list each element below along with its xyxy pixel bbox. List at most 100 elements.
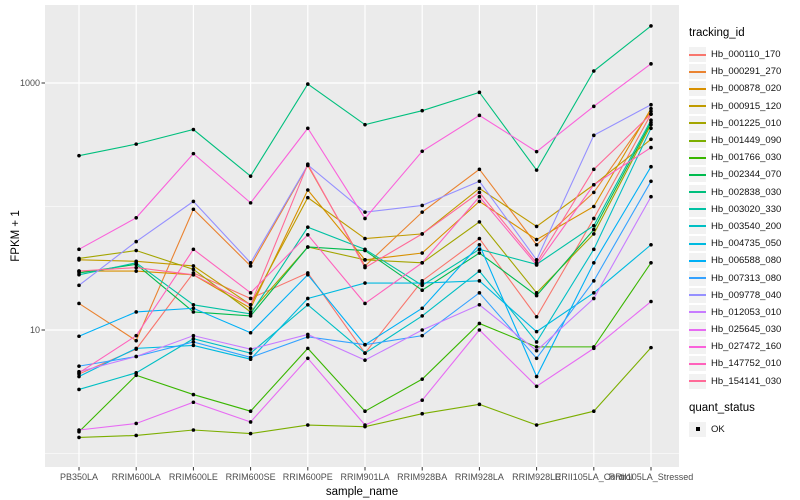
data-point	[248, 409, 253, 414]
data-point	[191, 333, 196, 338]
line-swatch-icon	[689, 47, 706, 63]
line-swatch-icon	[689, 184, 706, 200]
data-point	[134, 216, 138, 220]
data-point	[420, 203, 425, 208]
legend-item-Hb_002344_070: Hb_002344_070	[689, 166, 799, 183]
data-point	[477, 236, 482, 241]
legend-item-Hb_003540_200: Hb_003540_200	[689, 218, 799, 235]
line-swatch-icon	[689, 98, 706, 114]
data-point	[77, 301, 81, 306]
data-point	[592, 223, 596, 228]
legend-item-label: Hb_001449_090	[711, 135, 782, 147]
legend-item-Hb_007313_080: Hb_007313_080	[689, 269, 799, 286]
data-point	[306, 126, 310, 131]
legend-item-Hb_012053_010: Hb_012053_010	[689, 304, 799, 321]
data-point	[77, 374, 81, 379]
x-tick-label: RRIM928BA	[397, 472, 448, 482]
data-point	[649, 194, 653, 199]
data-point	[649, 137, 653, 142]
data-point	[191, 247, 196, 252]
data-point	[534, 423, 539, 427]
legend-item-label: OK	[711, 423, 725, 435]
legend-item-label: Hb_006588_080	[711, 255, 782, 267]
legend-item-Hb_000110_170: Hb_000110_170	[689, 46, 799, 63]
legend-item-label: Hb_003540_200	[711, 220, 782, 232]
legend-item-label: Hb_004735_050	[711, 238, 782, 250]
data-point	[363, 210, 367, 214]
legend-item-Hb_009778_040: Hb_009778_040	[689, 287, 799, 304]
legend-item-label: Hb_002344_070	[711, 169, 782, 181]
minor-gridlines	[45, 206, 679, 454]
data-point	[363, 358, 367, 362]
data-point	[649, 345, 653, 350]
y-axis-title: FPKM + 1	[10, 210, 22, 262]
data-point	[248, 330, 253, 335]
legend-item-Hb_001449_090: Hb_001449_090	[689, 132, 799, 149]
legend-item-label: Hb_147752_010	[711, 358, 782, 370]
data-point	[77, 283, 81, 288]
data-point	[248, 312, 253, 316]
data-point	[77, 387, 81, 392]
data-point	[534, 314, 539, 319]
legend-title-quant-status: quant_status	[689, 401, 755, 414]
data-point	[477, 194, 482, 199]
data-point	[420, 149, 425, 154]
line-swatch-icon	[689, 64, 706, 80]
data-point	[306, 296, 310, 301]
data-point	[77, 334, 81, 339]
data-point	[191, 151, 196, 156]
data-point	[248, 347, 253, 351]
legend-item-Hb_001225_010: Hb_001225_010	[689, 115, 799, 132]
legend-item-label: Hb_007313_080	[711, 272, 782, 284]
point-swatch-icon	[689, 421, 706, 437]
data-point	[77, 256, 81, 261]
data-point	[77, 435, 81, 440]
legend: tracking_id Hb_000110_170 Hb_000291_270 Hb…	[689, 27, 799, 438]
line-swatch-icon	[689, 167, 706, 183]
data-point	[477, 199, 482, 204]
legend-item-label: Hb_027472_160	[711, 341, 782, 353]
data-point	[649, 164, 653, 169]
data-point	[477, 190, 482, 195]
data-point	[649, 106, 653, 111]
data-point	[534, 329, 539, 334]
data-point	[363, 247, 367, 252]
line-swatch-icon	[689, 356, 706, 372]
data-point	[534, 345, 539, 349]
x-tick-label: PB350LA	[59, 472, 99, 482]
data-point	[649, 126, 653, 131]
legend-item-Hb_147752_010: Hb_147752_010	[689, 355, 799, 372]
line-swatch-icon	[689, 115, 706, 131]
data-point	[534, 340, 539, 344]
data-point	[248, 355, 253, 360]
data-point	[363, 342, 367, 347]
data-point	[306, 225, 310, 229]
line-swatch-icon	[689, 304, 706, 320]
data-point	[306, 346, 310, 351]
data-point	[420, 251, 425, 255]
data-point	[248, 291, 253, 295]
legend-item-label: Hb_154141_030	[711, 375, 782, 387]
data-point	[134, 265, 138, 270]
data-point	[134, 371, 138, 375]
data-point	[191, 199, 196, 204]
x-tick-label: RRII105LA_Control	[554, 472, 633, 482]
legend-item-Hb_006588_080: Hb_006588_080	[689, 252, 799, 269]
data-point	[420, 306, 425, 311]
data-point	[534, 237, 539, 242]
legend-item-Hb_025645_030: Hb_025645_030	[689, 321, 799, 338]
data-point	[592, 346, 596, 351]
data-point	[649, 62, 653, 66]
data-point	[649, 118, 653, 122]
data-point	[191, 127, 196, 132]
data-point	[134, 142, 138, 146]
data-point	[534, 261, 539, 265]
x-axis-title: sample_name	[325, 486, 399, 498]
data-point	[363, 351, 367, 355]
data-point	[191, 267, 196, 272]
data-point	[248, 296, 253, 301]
data-point	[248, 174, 253, 178]
data-point	[306, 195, 310, 200]
data-point	[534, 356, 539, 361]
